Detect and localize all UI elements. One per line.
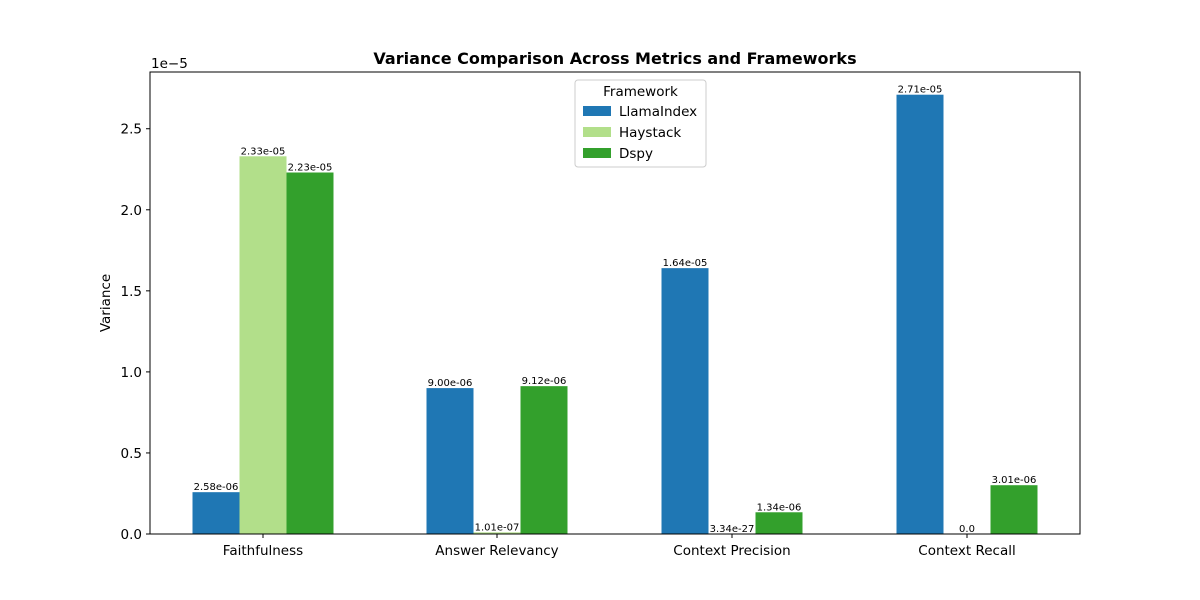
data-labels-layer: 2.58e-06 9.00e-06 1.64e-05 2.71e-05 2.33e-05… [194,85,1037,535]
x-tick-label: Faithfulness [223,543,303,559]
y-tick-label: 2.0 [121,203,142,219]
x-tick-label: Context Precision [673,543,790,559]
data-label: 1.34e-06 [757,502,802,513]
x-tick-label: Context Recall [918,543,1015,559]
bar [520,386,568,534]
y-tick-label: 0.0 [121,527,142,543]
data-label: 9.00e-06 [428,378,473,389]
legend-swatch [583,127,611,137]
data-label: 2.33e-05 [241,146,286,157]
data-label: 9.12e-06 [522,376,567,387]
legend: Framework LlamaIndex Haystack Dspy [574,79,707,168]
legend-box [574,79,707,168]
data-label: 2.23e-05 [288,163,333,174]
data-label: 1.64e-05 [663,258,708,269]
legend-entry: LlamaIndex [619,104,697,120]
bar [896,94,944,535]
legend-entry: Haystack [619,125,681,141]
x-tick-label: Answer Relevancy [435,543,558,559]
bar [426,388,474,534]
y-axis-offset-label: 1e−5 [151,56,188,72]
bar [239,156,287,534]
data-label: 3.34e-27 [710,524,755,535]
bar [473,532,521,534]
y-tick-label: 0.5 [121,446,142,462]
chart-title: Variance Comparison Across Metrics and F… [373,49,856,68]
legend-swatch [583,148,611,158]
legend-title: Framework [603,84,678,100]
data-label: 0.0 [959,524,975,535]
axes-layer: 0.0 0.5 1.0 1.5 2.0 2.5 Faithfulness Answer Rel… [121,71,1081,559]
bar [286,172,334,535]
y-tick-label: 1.5 [121,284,142,300]
bars-layer [192,94,1038,535]
legend-entry: Dspy [619,146,653,162]
data-label: 2.58e-06 [194,482,239,493]
y-tick-label: 2.5 [121,122,142,138]
plot-frame [149,71,1081,535]
y-axis-label: Variance [98,274,114,332]
data-label: 1.01e-07 [475,522,520,533]
data-label: 2.71e-05 [898,85,943,96]
bar [990,485,1038,534]
y-tick-label: 1.0 [121,365,142,381]
data-label: 3.01e-06 [992,475,1037,486]
bar [661,268,709,534]
bar [755,512,803,534]
legend-swatch [583,106,611,116]
bar [192,492,240,534]
